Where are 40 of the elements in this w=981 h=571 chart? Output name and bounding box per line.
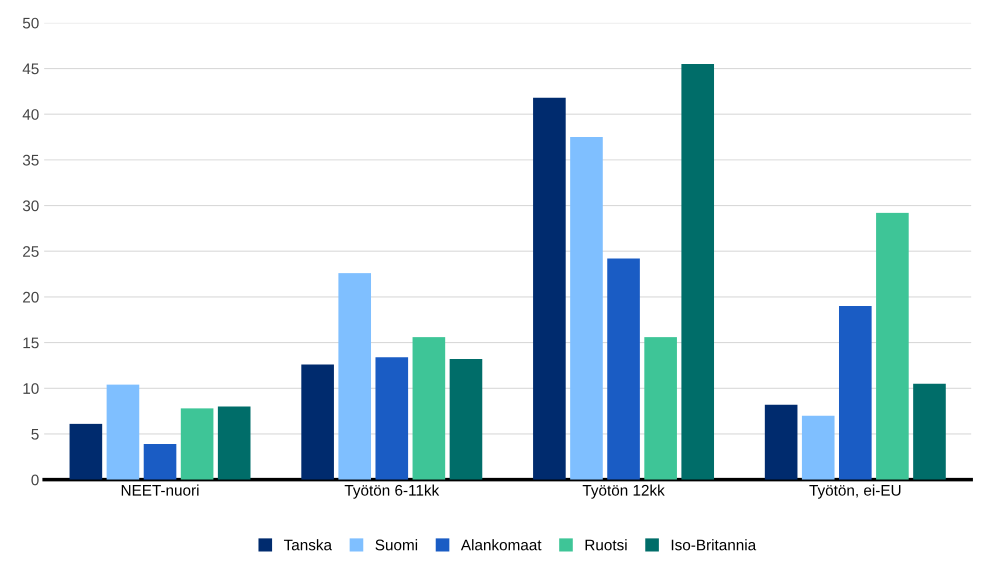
y-tick-label: 30 — [22, 200, 39, 212]
bar — [802, 416, 835, 480]
bar — [838, 306, 872, 480]
y-tick-label: 15 — [23, 338, 39, 348]
y-tick-label: 20 — [23, 292, 39, 303]
legend-label: Iso-Britannia — [672, 539, 756, 550]
x-tick-label: NEET-nuori — [122, 484, 198, 496]
bar — [338, 273, 372, 480]
bar — [70, 424, 102, 480]
bar — [607, 258, 640, 480]
bar — [570, 137, 603, 480]
bar — [412, 337, 446, 480]
bar — [375, 357, 408, 480]
legend-label: Ruotsi — [586, 539, 627, 550]
bar — [913, 384, 946, 480]
y-tick-label: 25 — [23, 246, 39, 257]
bar — [681, 64, 714, 480]
bar — [218, 406, 251, 480]
y-tick-label: 50 — [22, 18, 39, 29]
legend-label: Suomi — [375, 539, 418, 550]
bar — [876, 212, 909, 480]
x-tick-label: Työtön, ei-EU — [809, 484, 900, 499]
bar — [301, 364, 334, 480]
bar — [644, 337, 677, 480]
y-tick-label: 10 — [23, 383, 39, 394]
bar — [533, 98, 566, 480]
y-tick-label: 40 — [22, 109, 39, 120]
legend-label: Alankomaat — [460, 539, 542, 550]
bar — [450, 359, 482, 480]
y-tick-label: 5 — [31, 428, 39, 440]
x-tick-label: Työtön 12kk — [582, 484, 665, 499]
bar — [764, 404, 798, 480]
y-tick-label: 35 — [22, 154, 39, 166]
bar — [180, 408, 214, 480]
bar — [144, 444, 176, 480]
legend-label: Tanska — [284, 539, 332, 550]
bar — [106, 384, 140, 480]
x-tick-label: Työtön 6-11kk — [344, 484, 440, 499]
y-tick-label: 45 — [22, 64, 39, 74]
y-tick-label: 0 — [31, 474, 39, 486]
